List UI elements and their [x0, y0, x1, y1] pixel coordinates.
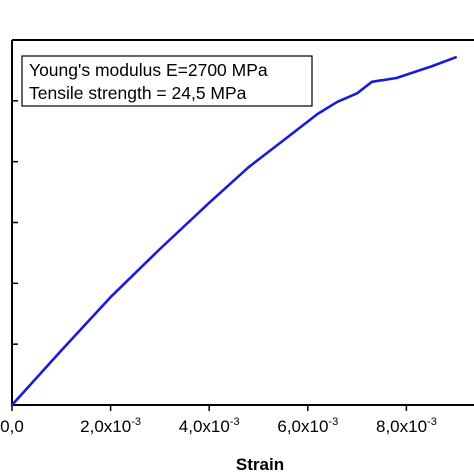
legend-box: Young's modulus E=2700 MPa Tensile stren…	[21, 55, 313, 107]
x-tick-label-2: 4,0x10-3	[179, 416, 240, 436]
annotation-tensile-strength: Tensile strength = 24,5 MPa	[29, 83, 247, 103]
x-tick-label-0: 0,0	[0, 417, 24, 436]
x-tick-label-4: 8,0x10-3	[376, 416, 437, 436]
x-axis-title: Strain	[236, 455, 284, 474]
series-line-0	[10, 55, 458, 407]
x-tick-label-1: 2,0x10-3	[80, 416, 141, 436]
annotation-youngs-modulus: Young's modulus E=2700 MPa	[29, 60, 268, 80]
x-tick-label-3: 6,0x10-3	[277, 416, 338, 436]
legend-border	[21, 55, 313, 107]
